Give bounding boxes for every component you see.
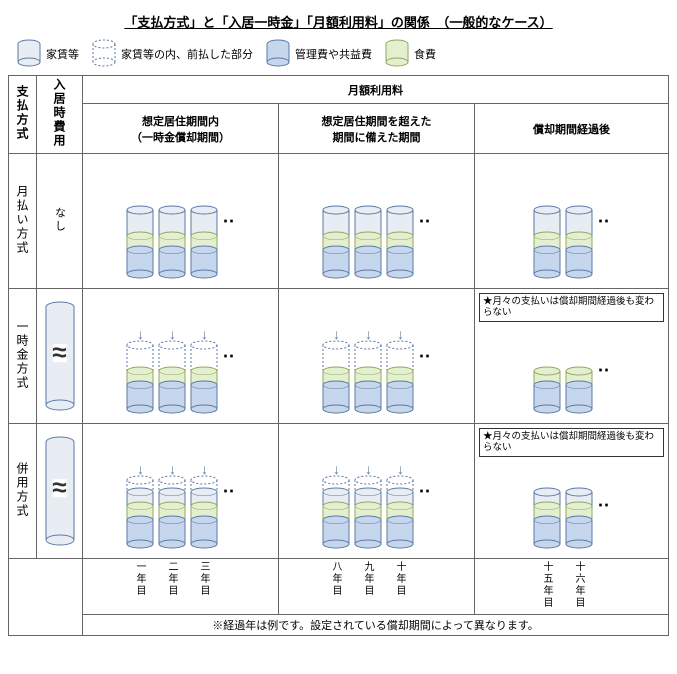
cylinder-mgmt-icon: [265, 39, 291, 69]
arrow-down-icon: ↓: [365, 461, 372, 477]
stacked-cylinder: [126, 205, 154, 279]
header-monthly: 月額利用料: [83, 76, 669, 104]
row-lump-head: 一時金方式: [9, 289, 37, 424]
legend-prepaid-label: 家賃等の内、前払した部分: [121, 46, 253, 62]
header-col3: 償却期間経過後: [475, 104, 669, 154]
arrow-down-icon: ↓: [169, 326, 176, 342]
row-combo-col1: ↓ ↓ ↓ ‥: [83, 424, 279, 559]
stacked-cylinder: [190, 475, 218, 549]
header-method: 支払方式: [9, 76, 37, 154]
legend-mgmt-label: 管理費や共益費: [295, 46, 372, 62]
row-monthly-initial: なし: [37, 154, 83, 289]
stacked-cylinder: [565, 205, 593, 279]
stacked-cylinder: [158, 205, 186, 279]
main-table: 支払方式 入居時費用 月額利用料 想定居住期間内（一時金償却期間） 想定居住期間…: [8, 75, 669, 636]
stacked-cylinder: [354, 475, 382, 549]
arrow-down-icon: ↓: [333, 461, 340, 477]
arrow-down-icon: ↓: [137, 326, 144, 342]
stacked-cylinder: [533, 205, 561, 279]
stacked-cylinder: [158, 340, 186, 414]
ellipsis-icon: ‥: [418, 342, 430, 370]
break-mark-icon: ≈: [52, 345, 66, 363]
stacked-cylinder: [322, 475, 350, 549]
footer-note: ※経過年は例です。設定されている償却期間によって異なります。: [83, 615, 669, 636]
stacked-cylinder: [322, 340, 350, 414]
stacked-cylinder: [565, 487, 593, 549]
legend-rent: 家賃等: [16, 39, 79, 69]
stacked-cylinder: [386, 205, 414, 279]
ellipsis-icon: ‥: [418, 477, 430, 505]
row-lump-col3: ★月々の支払いは償却期間経過後も変わらない ‥: [475, 289, 669, 424]
legend-food: 食費: [384, 39, 436, 69]
arrow-down-icon: ↓: [397, 326, 404, 342]
stacked-cylinder: [190, 205, 218, 279]
diagram-title: 「支払方式」と「入居一時金」「月額利用料」の関係 （一般的なケース）: [8, 12, 669, 31]
row-lump-initial: ≈: [37, 289, 83, 424]
stacked-cylinder: [386, 340, 414, 414]
stacked-cylinder: [158, 475, 186, 549]
stacked-cylinder: [322, 205, 350, 279]
legend-prepaid: 家賃等の内、前払した部分: [91, 39, 253, 69]
header-col1: 想定居住期間内（一時金償却期間）: [83, 104, 279, 154]
cylinder-food-icon: [384, 39, 410, 69]
arrow-down-icon: ↓: [365, 326, 372, 342]
stacked-cylinder: [190, 340, 218, 414]
arrow-down-icon: ↓: [201, 326, 208, 342]
arrow-down-icon: ↓: [333, 326, 340, 342]
legend-rent-label: 家賃等: [46, 46, 79, 62]
stacked-cylinder: [533, 487, 561, 549]
stacked-cylinder: [386, 475, 414, 549]
row-lump-col2: ↓ ↓ ↓ ‥: [279, 289, 475, 424]
legend-food-label: 食費: [414, 46, 436, 62]
cylinder-dashed-icon: [91, 39, 117, 69]
row-combo-col3: ★月々の支払いは償却期間経過後も変わらない ‥: [475, 424, 669, 559]
ellipsis-icon: ‥: [222, 342, 234, 370]
ellipsis-icon: ‥: [597, 491, 609, 519]
stacked-cylinder: [533, 366, 561, 414]
row-monthly-head: 月払い方式: [9, 154, 37, 289]
row-combo-col2: ↓ ↓ ↓ ‥: [279, 424, 475, 559]
header-col2: 想定居住期間を超えた期間に備えた期間: [279, 104, 475, 154]
ellipsis-icon: ‥: [597, 207, 609, 235]
stacked-cylinder: [354, 340, 382, 414]
stacked-cylinder: [126, 340, 154, 414]
ellipsis-icon: ‥: [222, 477, 234, 505]
row-monthly-col2: ‥: [279, 154, 475, 289]
arrow-down-icon: ↓: [169, 461, 176, 477]
stacked-cylinder: [565, 366, 593, 414]
legend: 家賃等 家賃等の内、前払した部分 管理費や共益費 食費: [8, 39, 669, 69]
stacked-cylinder: [126, 475, 154, 549]
stacked-cylinder: [354, 205, 382, 279]
ellipsis-icon: ‥: [597, 356, 609, 384]
row-lump-col1: ↓ ↓ ↓ ‥: [83, 289, 279, 424]
row-monthly-col1: ‥: [83, 154, 279, 289]
note-combo: ★月々の支払いは償却期間経過後も変わらない: [479, 428, 664, 457]
row-combo-head: 併用方式: [9, 424, 37, 559]
years-col1: 一年目 二年目 三年目: [83, 559, 279, 615]
ellipsis-icon: ‥: [222, 207, 234, 235]
cylinder-icon: [16, 39, 42, 69]
header-initial: 入居時費用: [37, 76, 83, 154]
arrow-down-icon: ↓: [397, 461, 404, 477]
years-col3: 十五年目 十六年目: [475, 559, 669, 615]
break-mark-icon: ≈: [52, 480, 66, 498]
years-col2: 八年目 九年目 十年目: [279, 559, 475, 615]
row-combo-initial: ≈: [37, 424, 83, 559]
row-monthly-col3: ‥: [475, 154, 669, 289]
note-lump: ★月々の支払いは償却期間経過後も変わらない: [479, 293, 664, 322]
ellipsis-icon: ‥: [418, 207, 430, 235]
legend-mgmt: 管理費や共益費: [265, 39, 372, 69]
arrow-down-icon: ↓: [201, 461, 208, 477]
arrow-down-icon: ↓: [137, 461, 144, 477]
